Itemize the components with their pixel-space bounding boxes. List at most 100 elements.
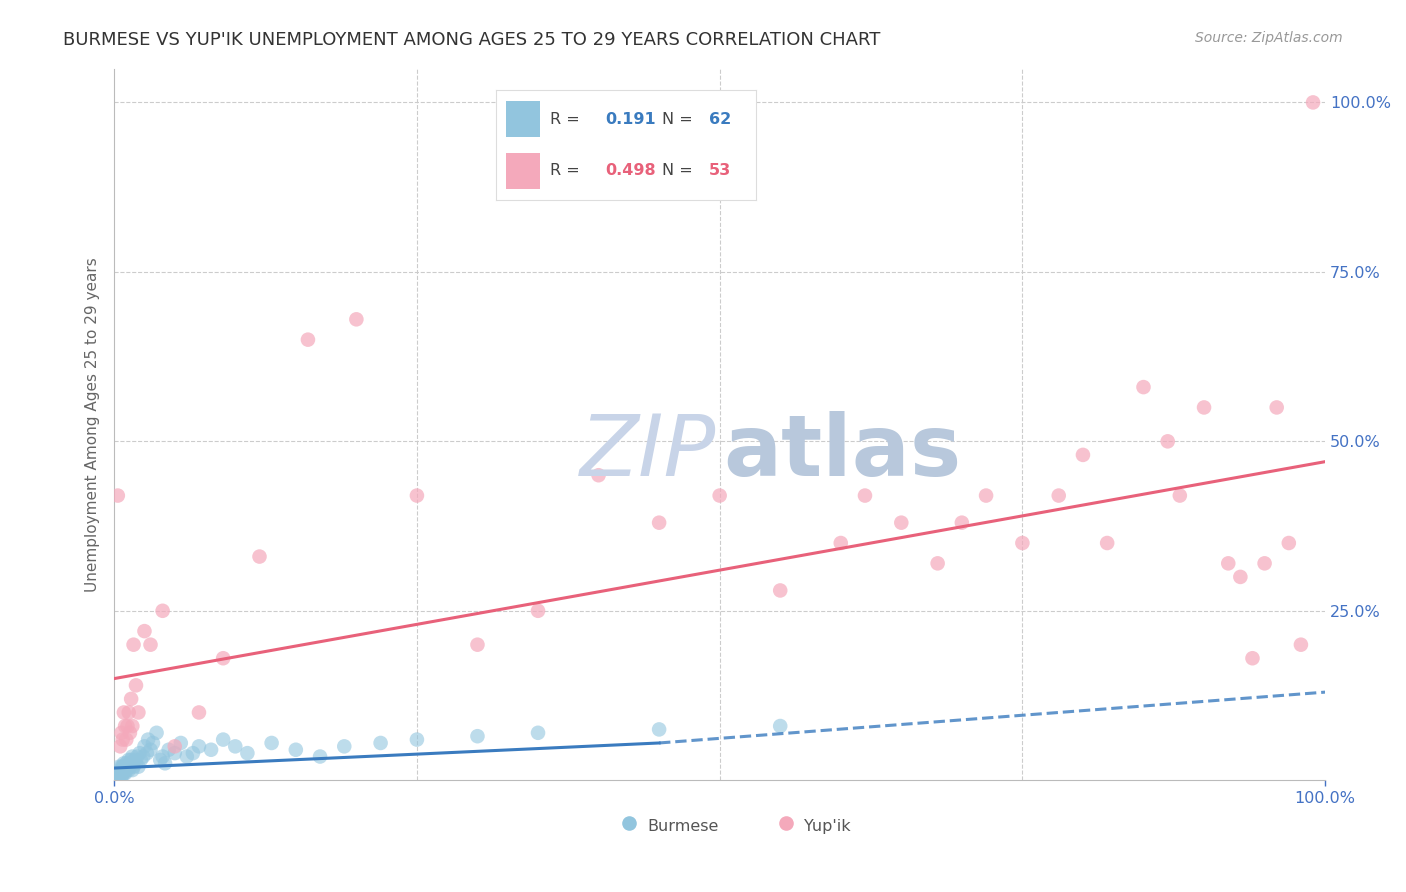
- Point: [121, 749, 143, 764]
- Point: [163, 739, 186, 754]
- Point: [118, 763, 141, 777]
- Point: [108, 760, 131, 774]
- Point: [110, 766, 132, 780]
- Point: [170, 736, 193, 750]
- Point: [344, 312, 367, 326]
- Point: [1218, 557, 1240, 571]
- Text: Source: ZipAtlas.com: Source: ZipAtlas.com: [1195, 31, 1343, 45]
- Point: [115, 732, 138, 747]
- Point: [333, 739, 356, 754]
- Point: [114, 760, 136, 774]
- Point: [370, 736, 392, 750]
- Point: [1157, 434, 1180, 449]
- Point: [224, 739, 246, 754]
- Point: [112, 766, 135, 780]
- Point: [110, 770, 132, 784]
- Point: [1011, 536, 1033, 550]
- Point: [111, 766, 134, 780]
- Point: [121, 719, 143, 733]
- Point: [648, 516, 671, 530]
- Point: [124, 753, 146, 767]
- Point: [309, 749, 332, 764]
- Point: [111, 763, 134, 777]
- Point: [135, 746, 157, 760]
- Point: [111, 760, 134, 774]
- Text: ZIP: ZIP: [579, 411, 716, 494]
- Point: [112, 706, 135, 720]
- Point: [188, 706, 211, 720]
- Point: [709, 489, 731, 503]
- Point: [118, 726, 141, 740]
- Point: [830, 536, 852, 550]
- Point: [890, 516, 912, 530]
- Point: [107, 489, 129, 503]
- Point: [120, 753, 142, 767]
- Point: [125, 756, 148, 771]
- Text: Yup'ik: Yup'ik: [804, 819, 851, 834]
- Point: [117, 760, 139, 774]
- Point: [136, 732, 159, 747]
- Point: [163, 746, 186, 760]
- Point: [1047, 489, 1070, 503]
- Text: atlas: atlas: [723, 411, 962, 494]
- Point: [260, 736, 283, 750]
- Point: [1278, 536, 1301, 550]
- Point: [120, 692, 142, 706]
- Point: [149, 753, 172, 767]
- Point: [152, 604, 174, 618]
- Point: [145, 726, 167, 740]
- Point: [128, 746, 150, 760]
- Point: [1168, 489, 1191, 503]
- Point: [1302, 95, 1324, 110]
- Point: [122, 638, 145, 652]
- Point: [127, 749, 149, 764]
- Point: [617, 814, 640, 828]
- Point: [176, 749, 198, 764]
- Point: [152, 749, 174, 764]
- Point: [769, 719, 792, 733]
- Text: BURMESE VS YUP'IK UNEMPLOYMENT AMONG AGES 25 TO 29 YEARS CORRELATION CHART: BURMESE VS YUP'IK UNEMPLOYMENT AMONG AGE…: [63, 31, 880, 49]
- Point: [527, 604, 550, 618]
- Point: [1289, 638, 1312, 652]
- Point: [769, 583, 792, 598]
- Point: [1253, 557, 1275, 571]
- Point: [115, 756, 138, 771]
- Point: [249, 549, 271, 564]
- Point: [648, 723, 671, 737]
- Point: [297, 333, 319, 347]
- Point: [107, 766, 129, 780]
- Point: [853, 489, 876, 503]
- Point: [188, 739, 211, 754]
- Point: [1095, 536, 1118, 550]
- Point: [114, 766, 136, 780]
- Point: [406, 732, 429, 747]
- Point: [950, 516, 973, 530]
- Y-axis label: Unemployment Among Ages 25 to 29 years: Unemployment Among Ages 25 to 29 years: [86, 257, 100, 591]
- Point: [132, 749, 155, 764]
- Point: [974, 489, 997, 503]
- Point: [110, 760, 132, 774]
- Point: [527, 726, 550, 740]
- Point: [406, 489, 429, 503]
- Point: [139, 638, 162, 652]
- Point: [157, 743, 180, 757]
- Point: [1132, 380, 1154, 394]
- Point: [114, 719, 136, 733]
- Point: [117, 719, 139, 733]
- Point: [118, 760, 141, 774]
- Point: [139, 743, 162, 757]
- Point: [467, 729, 489, 743]
- Point: [121, 763, 143, 777]
- Point: [1229, 570, 1251, 584]
- Point: [127, 706, 149, 720]
- Point: [212, 732, 235, 747]
- Point: [112, 756, 135, 771]
- Point: [108, 770, 131, 784]
- Point: [110, 739, 132, 754]
- Point: [110, 726, 132, 740]
- Point: [105, 770, 128, 784]
- Point: [467, 638, 489, 652]
- Point: [212, 651, 235, 665]
- Point: [1265, 401, 1288, 415]
- Point: [181, 746, 204, 760]
